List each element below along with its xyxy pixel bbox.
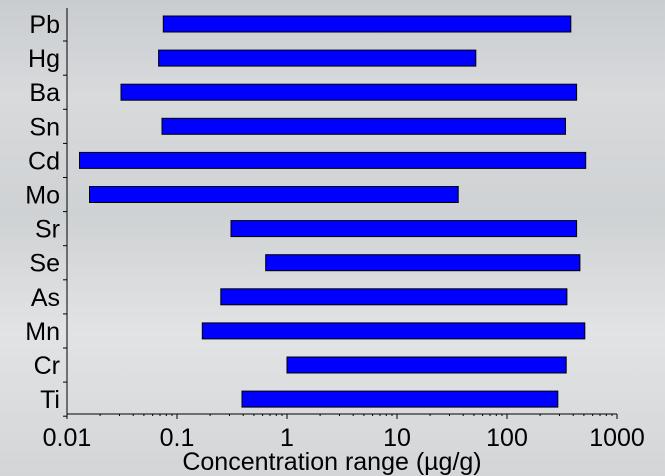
category-label-mn: Mn bbox=[25, 318, 60, 346]
bar-hg bbox=[158, 49, 477, 67]
bar-mn bbox=[201, 322, 586, 340]
x-tick-label: 0.01 bbox=[43, 424, 92, 452]
bar-ba bbox=[120, 83, 578, 101]
bar-se bbox=[265, 254, 581, 272]
category-label-sr: Sr bbox=[35, 216, 60, 244]
x-tick-label: 0.1 bbox=[160, 424, 195, 452]
x-ticks: 0.01 0.1 1 10 100 1000 bbox=[43, 414, 645, 452]
x-axis-title: Concentration range (µg/g) bbox=[182, 448, 481, 476]
bar-as bbox=[220, 288, 568, 306]
category-label-mo: Mo bbox=[25, 182, 60, 210]
bar-cd bbox=[79, 151, 587, 169]
category-labels: Pb Hg Ba Sn Cd Mo Sr Se As Mn Cr Ti bbox=[25, 11, 67, 417]
x-tick-label: 1 bbox=[280, 424, 294, 452]
category-label-as: As bbox=[31, 284, 60, 312]
bar-pb bbox=[162, 15, 572, 33]
bar-ti bbox=[241, 390, 559, 408]
bar-cr bbox=[286, 356, 567, 374]
category-label-cr: Cr bbox=[34, 352, 60, 380]
bars-group bbox=[79, 15, 587, 408]
x-tick-label: 10 bbox=[383, 424, 411, 452]
x-tick-label: 100 bbox=[486, 424, 528, 452]
category-label-ti: Ti bbox=[40, 386, 60, 414]
category-label-sn: Sn bbox=[29, 113, 60, 141]
category-label-ba: Ba bbox=[29, 79, 60, 107]
bar-mo bbox=[89, 186, 459, 203]
x-tick-label: 1000 bbox=[589, 424, 645, 452]
category-label-pb: Pb bbox=[29, 11, 60, 39]
category-label-cd: Cd bbox=[28, 147, 60, 175]
bar-sr bbox=[230, 220, 578, 238]
category-label-hg: Hg bbox=[28, 45, 60, 73]
category-label-se: Se bbox=[29, 250, 60, 278]
bar-sn bbox=[161, 117, 566, 135]
